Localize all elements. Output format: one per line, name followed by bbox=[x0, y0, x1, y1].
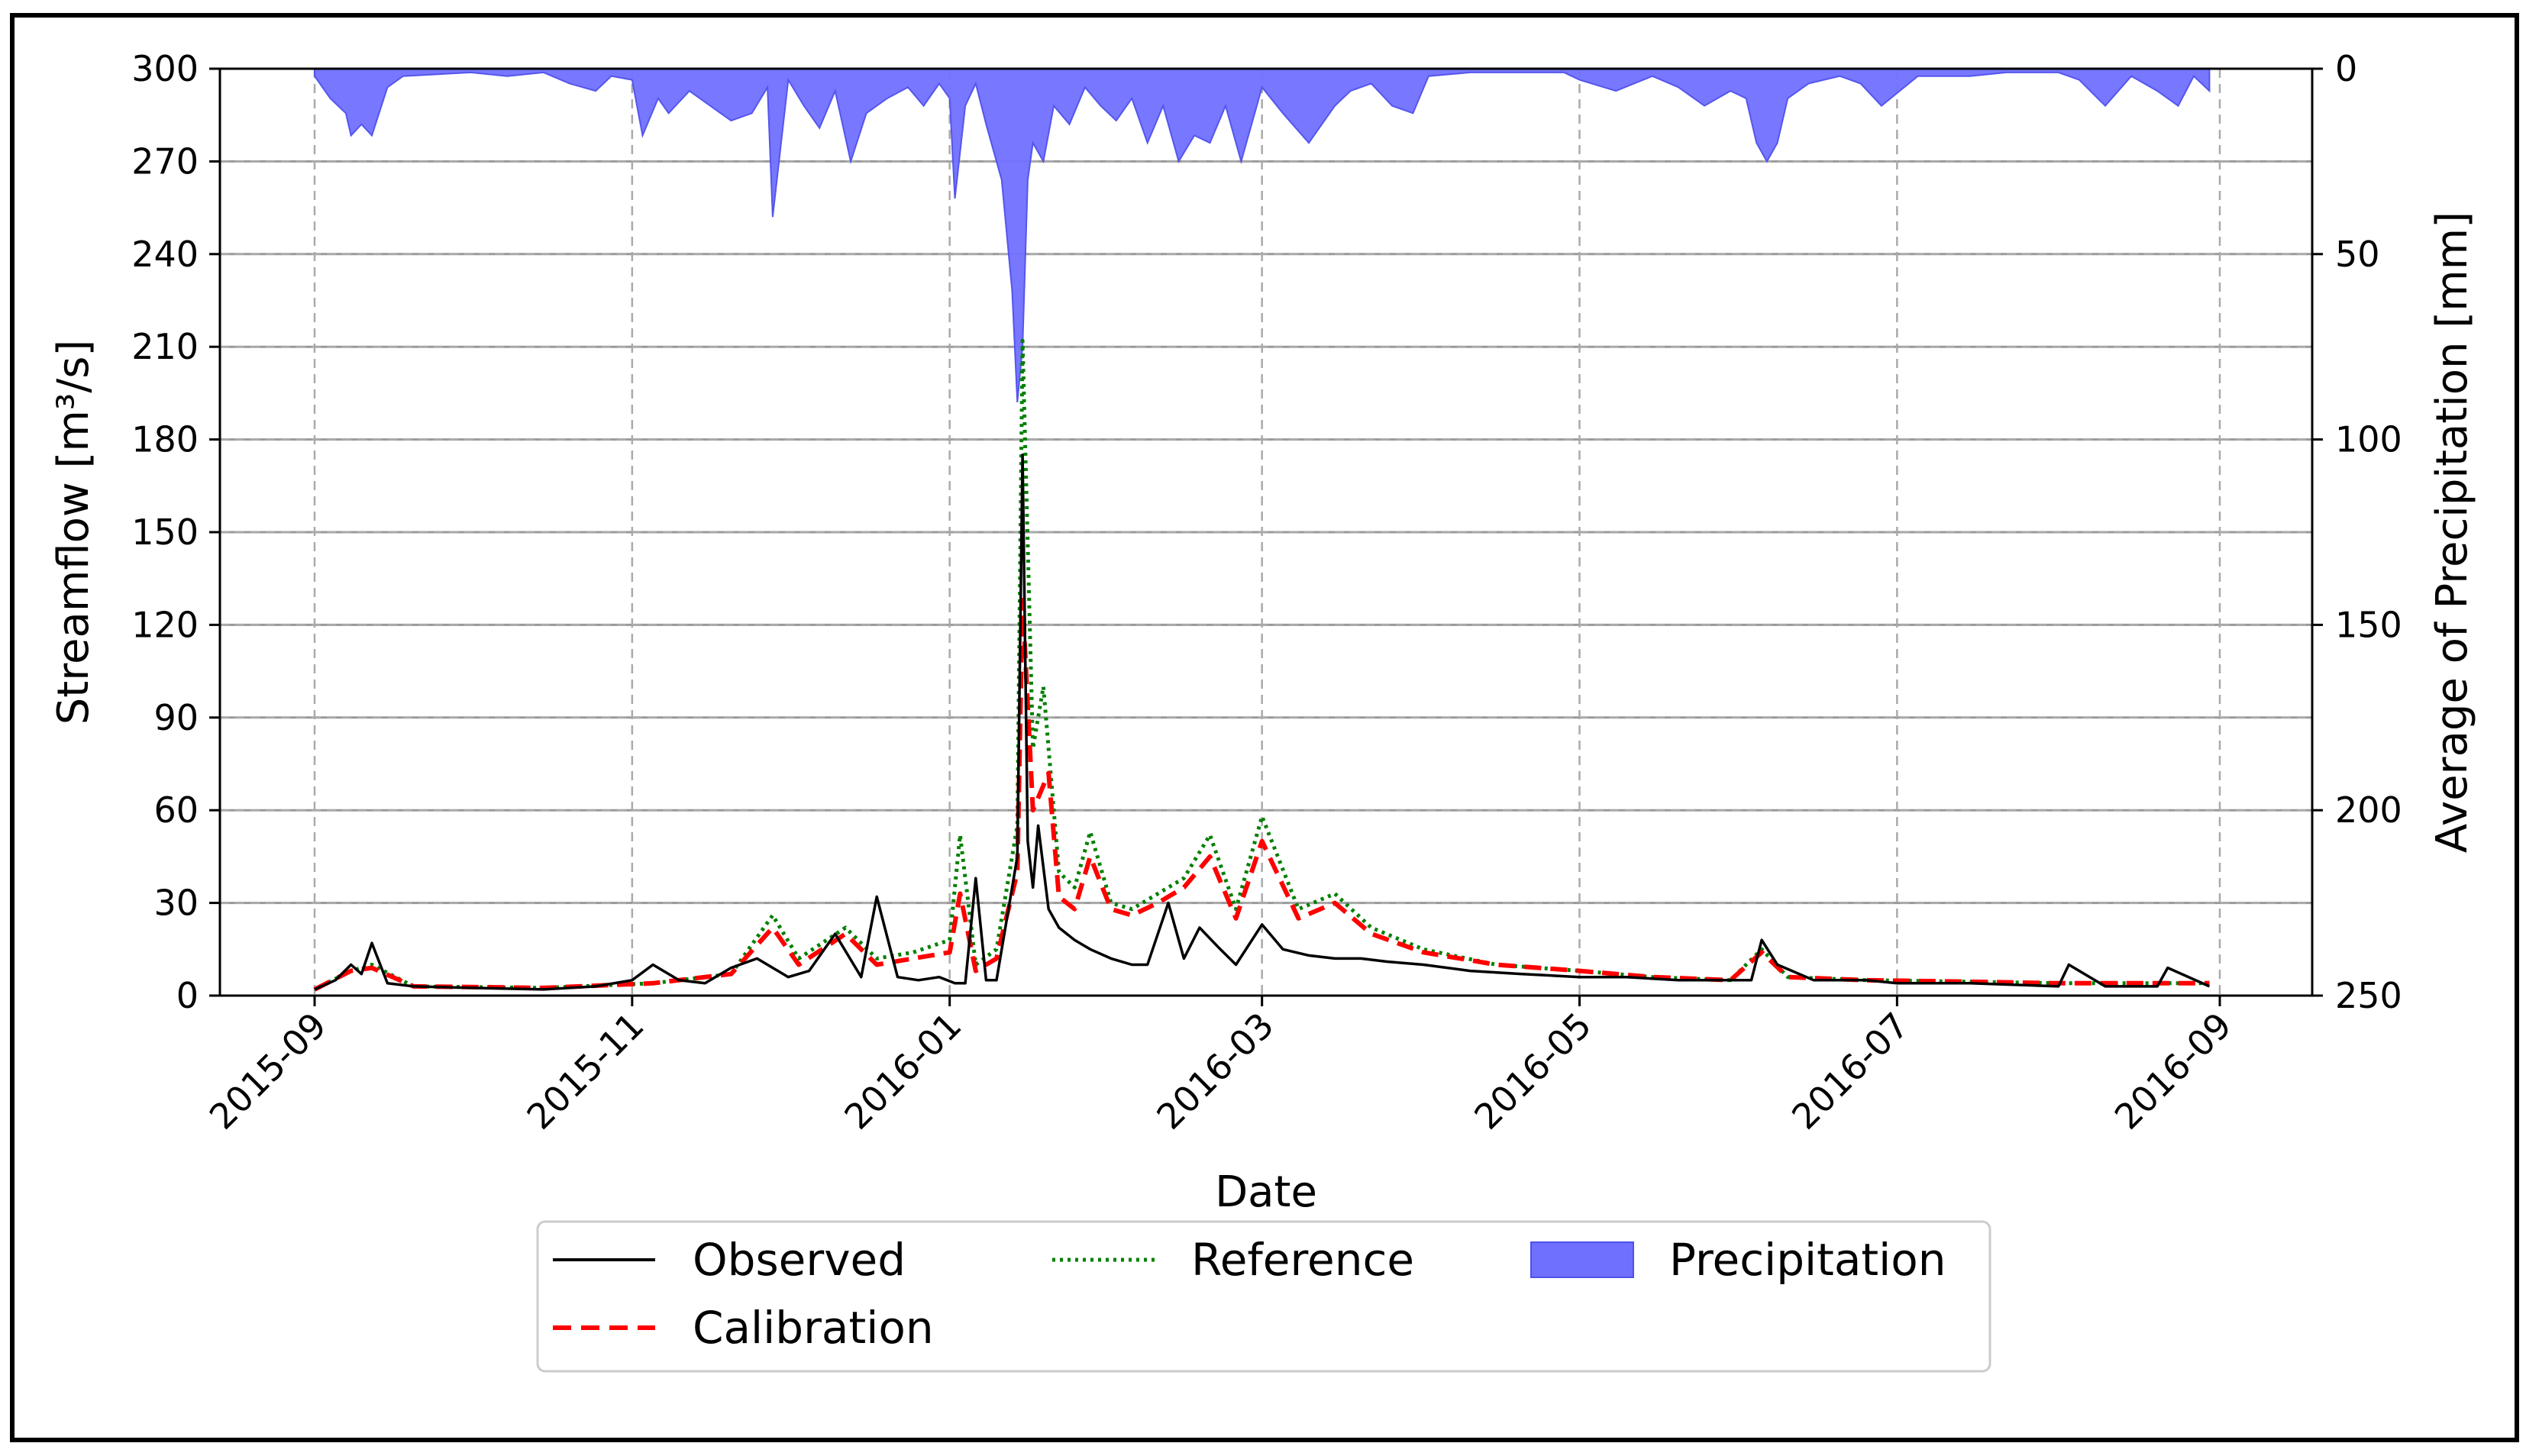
legend-reference-label: Reference bbox=[1191, 1234, 1414, 1286]
y-tick-label: 60 bbox=[153, 789, 199, 831]
streamflow-lines bbox=[313, 338, 2211, 992]
y2-tick-label: 250 bbox=[2335, 975, 2402, 1016]
y2-tick-label: 150 bbox=[2335, 604, 2402, 645]
y-tick-label: 120 bbox=[131, 604, 199, 645]
outer-frame bbox=[10, 13, 2519, 1442]
y-tick-label: 300 bbox=[131, 48, 199, 89]
y2-axis-title: Average of Precipitation [mm] bbox=[2427, 211, 2477, 853]
y-tick-label: 150 bbox=[131, 512, 199, 553]
precipitation-layer bbox=[314, 68, 2211, 403]
legend-calibration-label: Calibration bbox=[693, 1302, 934, 1354]
y-tick-label: 270 bbox=[131, 140, 199, 182]
y-tick-label: 240 bbox=[131, 234, 199, 275]
y-tick-label: 210 bbox=[131, 326, 199, 367]
y2-tick-label: 100 bbox=[2335, 419, 2402, 460]
y2-tick-label: 200 bbox=[2335, 789, 2402, 831]
precipitation-area bbox=[314, 68, 2211, 403]
x-axis-title: Date bbox=[1215, 1167, 1317, 1217]
legend-observed-label: Observed bbox=[693, 1234, 906, 1286]
series-observed-line bbox=[314, 454, 2211, 991]
y2-tick-label: 50 bbox=[2335, 234, 2380, 275]
legend: Observed Calibration Reference Precipita… bbox=[536, 1220, 1991, 1373]
y-tick-label: 0 bbox=[176, 975, 199, 1016]
y-axis-title: Streamflow [m³/s] bbox=[49, 340, 99, 725]
y2-tick-label: 0 bbox=[2335, 48, 2357, 89]
legend-precipitation-swatch bbox=[1530, 1241, 1634, 1278]
y-tick-label: 90 bbox=[153, 697, 199, 738]
series-calibration-line bbox=[313, 598, 2210, 992]
y-tick-label: 180 bbox=[131, 419, 199, 460]
legend-precipitation-label: Precipitation bbox=[1669, 1234, 1946, 1286]
y-tick-label: 30 bbox=[153, 883, 199, 924]
